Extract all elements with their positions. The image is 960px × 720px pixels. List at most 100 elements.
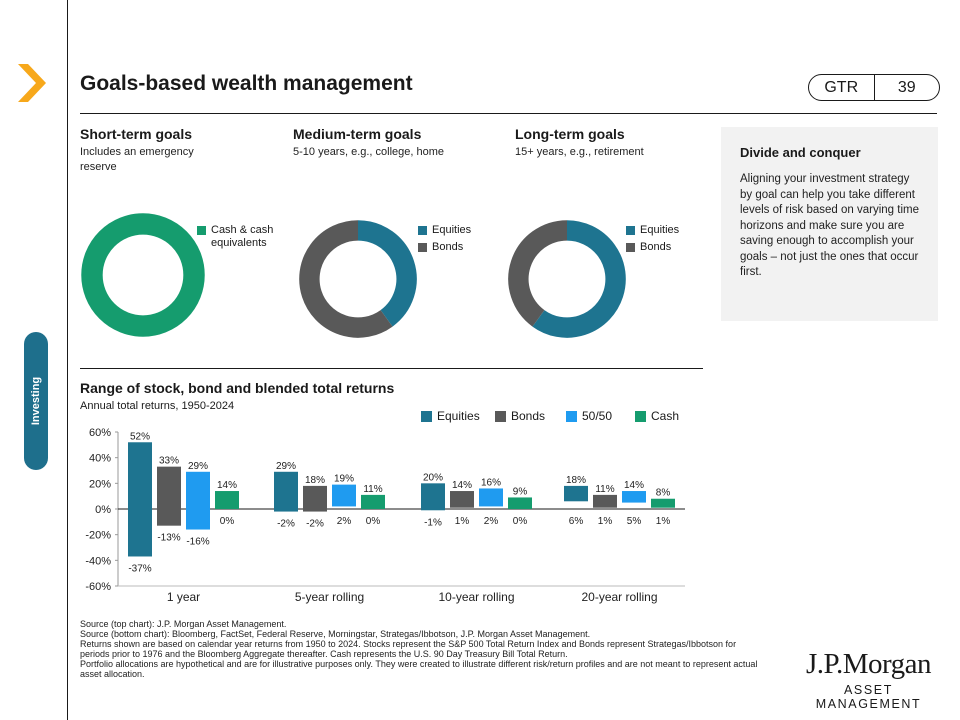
legend-swatch [566,410,577,422]
title-underline [80,113,937,114]
legend-label: Equities [640,224,680,236]
bar-max-label: 18% [305,475,325,486]
x-category-label: 5-year rolling [295,590,364,604]
legend-label: Cash & cash [211,224,274,236]
callout-body: Aligning your investment strategy by goa… [740,173,919,278]
legend-label: Equities [437,409,480,423]
bar-min-label: 1% [656,516,671,527]
bar-5050 [479,488,503,507]
bar-5050 [186,471,210,530]
legend-swatch [495,410,506,422]
bar-max-label: 14% [217,480,237,491]
legend-bonds-long: Bonds [626,241,671,254]
bar-min-label: -37% [128,563,151,574]
logo-subtitle: ASSET MANAGEMENT [815,683,922,711]
donut-slice [532,220,626,338]
legend-label: Bonds [640,241,672,253]
legend-equities: Equities [421,409,480,423]
bar-max-label: 11% [363,484,382,495]
legend-swatch [418,243,427,252]
medium-term-donut [299,220,417,338]
legend-equities-long: Equities [626,224,679,237]
gtr-label: GTR [809,75,875,100]
long-term-title: Long-term goals [515,126,625,142]
bar-equities [421,483,445,511]
side-tab-label: Investing [30,376,42,426]
bar-max-label: 14% [452,480,472,491]
legend-swatch [626,226,635,235]
bar-min-label: -2% [277,519,295,530]
bar-max-label: 20% [423,472,443,483]
donut-slice [81,213,205,337]
bar-max-label: 19% [334,474,354,485]
bar-min-label: 5% [627,516,642,527]
bar-min-label: 1% [455,516,470,527]
medium-term-subtitle: 5-10 years, e.g., college, home [293,146,445,158]
chart-subtitle: Annual total returns, 1950-2024 [80,400,235,412]
y-tick-label: -20% [85,530,111,542]
medium-term-title: Medium-term goals [293,126,422,142]
bar-min-label: -13% [157,533,180,544]
legend-equities-medium: Equities [418,224,471,237]
source-line: Source (bottom chart): Bloomberg, FactSe… [80,629,591,639]
y-tick-label: -40% [85,555,111,567]
bar-min-label: -1% [424,517,442,528]
bar-max-label: 52% [130,431,150,442]
legend-swatch [626,243,635,252]
chevron-right-icon [18,64,46,102]
source-line: Returns shown are based on calendar year… [80,639,737,659]
side-tab-investing[interactable]: Investing [24,332,48,470]
y-tick-label: 20% [89,478,111,490]
bar-min-label: 0% [513,516,528,527]
short-term-donut [81,213,205,337]
bar-min-label: 1% [598,516,613,527]
logo-wordmark: J.P.Morgan [806,648,932,680]
bar-bonds [593,494,617,508]
short-term-subtitle: Includes an emergency reserve [80,145,194,175]
donut-slice [508,220,568,327]
bar-max-label: 14% [624,480,644,491]
chart-title: Range of stock, bond and blended total r… [80,380,395,396]
bar-max-label: 11% [595,484,614,495]
bar-min-label: 2% [484,516,499,527]
left-divider-line [67,0,68,720]
callout-title: Divide and conquer [740,145,861,160]
bar-bonds [157,466,181,526]
legend-label: Cash [651,409,680,423]
legend-swatch [421,410,432,422]
legend-swatch [418,226,427,235]
page-number: 39 [897,78,916,96]
y-tick-label: 60% [89,427,111,439]
bar-5050 [332,484,356,507]
bar-cash [651,498,675,508]
legend-label: Bonds [432,241,464,253]
legend-5050: 50/50 [566,409,612,423]
bar-max-label: 29% [188,461,208,472]
bar-bonds [303,485,327,512]
bar-equities [274,471,298,512]
short-term-title: Short-term goals [80,126,193,142]
legend-label: equivalents [211,237,267,249]
long-term-subtitle: 15+ years, e.g., retirement [515,146,644,158]
callout-box: Divide and conquer Aligning your investm… [721,127,938,321]
bar-equities [128,442,152,557]
legend-swatch [635,410,646,422]
bar-min-label: 2% [337,516,352,527]
legend-cash-bar: Cash [635,409,679,423]
bar-cash [508,497,532,509]
section-divider [80,368,703,369]
source-line: Source (top chart): J.P. Morgan Asset Ma… [80,619,287,629]
bar-min-label: 6% [569,516,584,527]
subtitle-line: Includes an emergency [80,146,194,158]
legend-bonds: Bonds [495,409,545,423]
bar-5050 [622,491,646,503]
y-tick-label: 0% [95,504,111,516]
source-line: Portfolio allocations are hypothetical a… [80,659,758,679]
y-tick-label: -60% [85,581,111,593]
bar-max-label: 33% [159,456,179,467]
x-category-label: 1 year [167,590,200,604]
legend-label: Bonds [511,409,546,423]
bar-min-label: -2% [306,519,324,530]
jpmorgan-logo: J.P.Morgan ASSET MANAGEMENT [797,648,940,711]
bar-cash [361,494,385,509]
